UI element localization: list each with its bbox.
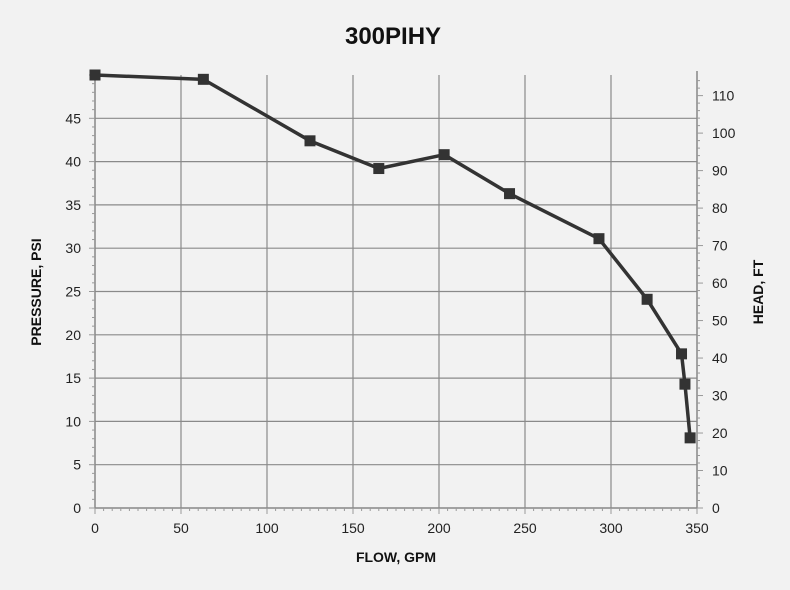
data-point <box>684 432 696 444</box>
y2-tick-label: 110 <box>712 88 735 104</box>
y-tick-label: 5 <box>73 457 81 473</box>
y2-tick-label: 70 <box>712 238 728 254</box>
data-point <box>373 163 385 175</box>
y2-axis-title: HEAD, FT <box>750 259 766 324</box>
data-point <box>89 69 101 81</box>
y2-tick-label: 30 <box>712 388 728 404</box>
data-point <box>679 378 691 390</box>
y2-tick-label: 50 <box>712 313 728 329</box>
y-tick-label: 10 <box>65 413 81 429</box>
x-tick-label: 50 <box>173 520 189 536</box>
y2-tick-label: 20 <box>712 425 728 441</box>
data-point <box>593 233 605 245</box>
x-tick-label: 150 <box>341 520 365 536</box>
x-tick-label: 350 <box>685 520 709 536</box>
grid <box>95 75 697 508</box>
x-tick-label: 250 <box>513 520 537 536</box>
y-tick-label: 45 <box>65 110 81 126</box>
axes <box>89 71 703 514</box>
y-tick-label: 15 <box>65 370 81 386</box>
x-tick-label: 0 <box>91 520 99 536</box>
y-tick-label: 40 <box>65 154 81 170</box>
x-axis-title: FLOW, GPM <box>356 549 436 565</box>
tick-labels: 0 50 100 150 200 250 300 3500510152025303540450… <box>65 88 735 536</box>
data-point <box>676 348 688 360</box>
y2-tick-label: 90 <box>712 163 728 179</box>
y2-tick-label: 60 <box>712 275 728 291</box>
y-tick-label: 30 <box>65 240 81 256</box>
x-tick-label: 200 <box>427 520 451 536</box>
y-tick-label: 25 <box>65 284 81 300</box>
data-point <box>641 293 653 305</box>
y-tick-label: 35 <box>65 197 81 213</box>
y2-tick-label: 80 <box>712 200 728 216</box>
series <box>89 69 696 444</box>
series-line <box>94 73 692 439</box>
x-tick-label: 100 <box>255 520 279 536</box>
y2-tick-label: 40 <box>712 350 728 366</box>
x-tick-label: 300 <box>599 520 623 536</box>
y-axis-title: PRESSURE, PSI <box>28 238 44 345</box>
y2-tick-label: 0 <box>712 500 720 516</box>
y2-tick-label: 100 <box>712 125 736 141</box>
data-point <box>197 73 209 85</box>
y-tick-label: 0 <box>73 500 81 516</box>
data-point <box>504 188 516 200</box>
y2-tick-label: 10 <box>712 463 728 479</box>
y-tick-label: 20 <box>65 327 81 343</box>
data-point <box>304 135 316 147</box>
data-point <box>438 149 450 161</box>
chart-title: 300PIHY <box>345 23 441 50</box>
